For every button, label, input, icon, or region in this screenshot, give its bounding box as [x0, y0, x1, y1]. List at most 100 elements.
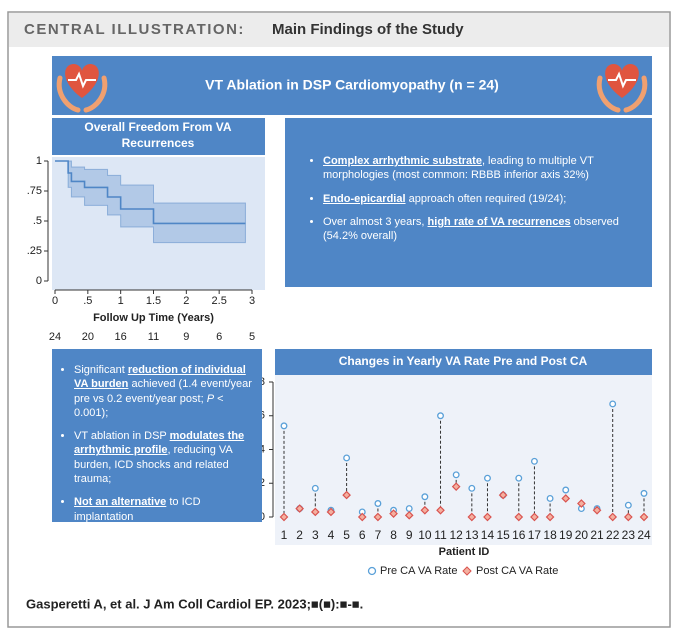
- bullet: Endo-epicardial approach often required …: [323, 192, 634, 206]
- post-point: [326, 507, 336, 517]
- post-point: [357, 512, 367, 522]
- text-segment: Significant: [74, 364, 128, 376]
- heart-icon: [596, 64, 648, 113]
- y-tick-label: .5: [33, 215, 42, 227]
- pre-point: [484, 474, 491, 482]
- pre-point: [530, 457, 538, 465]
- x-tick-label: 19: [559, 528, 573, 542]
- header-band: [9, 13, 669, 47]
- x-tick-label: 1: [281, 528, 288, 542]
- bullet: Complex arrhythmic substrate, leading to…: [323, 154, 634, 183]
- legend-label: Pre CA VA Rate: [380, 565, 457, 577]
- x-axis-label: Follow Up Time (Years): [93, 312, 214, 324]
- post-point: [389, 509, 398, 518]
- km-title-box: [52, 118, 265, 155]
- x-tick-label: 1: [118, 295, 124, 307]
- post-point: [451, 482, 461, 491]
- pre-point: [374, 500, 382, 507]
- y-tick-label: 0: [36, 275, 42, 287]
- post-point: [577, 499, 586, 508]
- post-point: [295, 504, 305, 513]
- at-risk: 24: [49, 331, 61, 343]
- post-point: [561, 494, 571, 503]
- x-tick-label: 2.5: [212, 295, 227, 307]
- x-tick-label: 7: [375, 528, 382, 542]
- text-segment: , leading to multiple VT morphologies (m…: [323, 155, 594, 182]
- banner-text: VT Ablation in DSP Cardiomyopathy (n = 2…: [205, 77, 499, 93]
- text-segment: Not an alternative: [74, 496, 167, 509]
- post-point: [483, 512, 492, 522]
- pre-point: [437, 412, 444, 420]
- x-tick-label: 17: [528, 528, 542, 542]
- chart-title: Overall Freedom From VA: [84, 120, 231, 134]
- x-tick-label: 14: [481, 528, 495, 542]
- x-tick-label: 10: [418, 528, 432, 542]
- confidence-band: [55, 160, 246, 244]
- conclusions-box: Significant reduction of individual VA b…: [52, 349, 262, 524]
- post-point: [420, 505, 430, 515]
- bullet: VT ablation in DSP modulates the arrhyth…: [74, 429, 254, 486]
- chart-title: Recurrences: [122, 136, 195, 150]
- post-point: [530, 512, 539, 522]
- at-risk: 5: [249, 331, 255, 343]
- pre-point: [405, 505, 413, 513]
- text-segment: < 0.001);: [74, 392, 224, 419]
- post-point: [623, 512, 633, 522]
- y-tick-label: .25: [27, 245, 42, 257]
- legend-label: Post CA VA Rate: [476, 565, 558, 577]
- bullet: Over almost 3 years, high rate of VA rec…: [323, 215, 634, 244]
- text-segment: Complex arrhythmic substrate: [323, 155, 482, 167]
- x-tick-label: 20: [575, 528, 589, 542]
- x-tick-label: 8: [390, 528, 397, 542]
- x-tick-label: 5: [343, 528, 350, 542]
- y-tick-label: 1: [36, 155, 42, 167]
- chart-title: Changes in Yearly VA Rate Pre and Post C…: [339, 354, 588, 368]
- post-point: [436, 505, 445, 515]
- text-segment: , reducing VA burden, ICD shocks and rel…: [74, 444, 233, 486]
- x-axis-label: Patient ID: [439, 546, 490, 558]
- x-tick-label: 0: [52, 295, 58, 307]
- post-point: [592, 505, 602, 515]
- text-segment: to ICD implantation: [74, 496, 201, 523]
- pre-point: [468, 484, 476, 492]
- x-tick-label: 6: [359, 528, 366, 542]
- pre-point: [452, 471, 460, 479]
- x-tick-label: 24: [637, 528, 651, 542]
- bullet: Not an alternative to ICD implantation: [74, 495, 254, 524]
- dot-plot-area: [275, 375, 652, 545]
- post-point: [404, 510, 414, 520]
- text-segment: approach often required (19/24);: [405, 192, 567, 205]
- x-tick-label: 12: [449, 528, 463, 542]
- post-point: [545, 512, 555, 522]
- x-tick-label: 23: [622, 528, 636, 542]
- at-risk: 11: [148, 331, 159, 343]
- survival-curve: [55, 160, 246, 225]
- x-tick-label: 4: [328, 528, 335, 542]
- pre-point: [546, 494, 554, 502]
- text-segment: VT ablation in DSP: [74, 430, 170, 443]
- pre-point: [640, 489, 648, 497]
- findings-box: Complex arrhythmic substrate, leading to…: [285, 118, 652, 287]
- x-tick-label: 18: [543, 528, 557, 542]
- legend-symbol: [367, 566, 377, 576]
- at-risk: 20: [82, 331, 94, 343]
- header-label: CENTRAL ILLUSTRATION:: [24, 21, 245, 38]
- pre-point: [421, 493, 429, 501]
- conclusions-list: Significant reduction of individual VA b…: [62, 363, 254, 524]
- legend-symbol: [462, 566, 472, 576]
- x-tick-label: .5: [83, 295, 92, 307]
- pre-point: [562, 486, 570, 494]
- post-point: [310, 507, 320, 517]
- at-risk: 6: [216, 331, 222, 343]
- text-segment: Over almost 3 years,: [323, 215, 428, 228]
- post-point: [608, 512, 618, 522]
- x-tick-label: 16: [512, 528, 526, 542]
- citation: Gasperetti A, et al. J Am Coll Cardiol E…: [26, 596, 363, 611]
- findings-list: Complex arrhythmic substrate, leading to…: [311, 154, 634, 243]
- banner: [52, 56, 652, 115]
- pre-point: [609, 400, 617, 408]
- post-point: [342, 490, 351, 500]
- x-tick-label: 2: [296, 528, 303, 542]
- post-point: [639, 512, 649, 522]
